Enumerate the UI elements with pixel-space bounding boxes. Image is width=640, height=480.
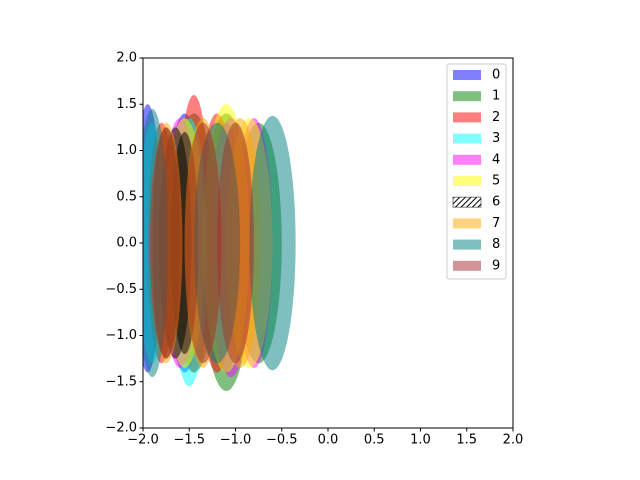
y-tick-label: −1.5	[105, 374, 137, 389]
x-tick-label: 2.0	[503, 433, 524, 448]
ellipse	[149, 127, 183, 359]
legend-swatch	[453, 239, 481, 250]
legend-label: 0	[492, 68, 500, 83]
ellipse	[184, 122, 222, 364]
y-tick-label: −2.0	[105, 421, 137, 436]
legend-swatch	[453, 91, 481, 102]
legend-swatch	[453, 154, 481, 165]
legend-swatch	[453, 70, 481, 80]
legend: 0 1 2 3 4 5 6 7 8 9	[446, 63, 507, 280]
y-tick-label: 0.0	[116, 236, 137, 251]
y-tick-label: 1.0	[116, 143, 137, 158]
x-tick-label: −0.5	[266, 433, 298, 448]
y-tick-label: 1.5	[116, 97, 137, 112]
legend-label: 8	[492, 237, 500, 252]
y-tick-label: −1.0	[105, 328, 137, 343]
legend-label: 1	[492, 89, 500, 104]
x-tick-label: −1.5	[173, 433, 205, 448]
legend-swatch	[452, 196, 482, 208]
legend-swatch	[453, 112, 481, 123]
x-tick-label: −2.0	[127, 433, 159, 448]
x-tick-label: 0.0	[318, 433, 339, 448]
legend-swatch	[453, 218, 481, 229]
x-tick-label: −1.0	[220, 433, 252, 448]
x-tick-label: 1.5	[456, 433, 477, 448]
legend-label: 5	[492, 174, 500, 189]
legend-swatch	[453, 176, 481, 186]
legend-swatch	[453, 260, 481, 271]
y-tick-label: 2.0	[116, 51, 137, 66]
y-tick-label: −0.5	[105, 282, 137, 297]
ellipse	[249, 115, 296, 371]
legend-swatch	[453, 133, 481, 144]
x-tick-label: 1.0	[410, 433, 431, 448]
legend-label: 9	[492, 258, 500, 273]
ellipse	[217, 122, 254, 364]
x-tick-label: 0.5	[364, 433, 385, 448]
legend-label: 7	[492, 216, 500, 231]
legend-label: 2	[492, 110, 500, 125]
legend-label: 4	[492, 152, 500, 167]
legend-label: 6	[492, 195, 500, 210]
plot-area	[143, 95, 296, 391]
y-tick-label: 0.5	[116, 189, 137, 204]
legend-label: 3	[492, 131, 500, 146]
